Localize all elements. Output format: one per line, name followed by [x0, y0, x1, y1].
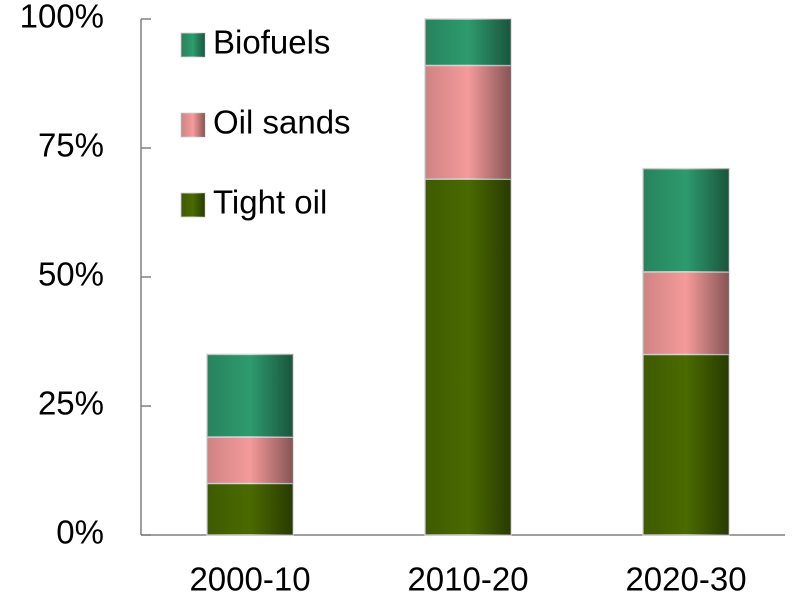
y-tick-label: 25%	[38, 385, 104, 422]
bar-shade	[425, 19, 511, 66]
bar-shade	[643, 271, 729, 355]
bar-shade	[425, 178, 511, 535]
bar-shade	[207, 354, 293, 437]
bar-shade	[207, 436, 293, 484]
y-tick-label: 0%	[56, 514, 104, 551]
y-tick-label: 75%	[38, 127, 104, 164]
legend-label: Tight oil	[213, 184, 327, 221]
legend-swatch-shade	[181, 33, 205, 57]
bar-shade	[207, 483, 293, 535]
legend-label: Biofuels	[213, 24, 330, 61]
bar-shade	[425, 65, 511, 179]
y-tick-label: 100%	[20, 0, 104, 35]
y-tick-label: 50%	[38, 256, 104, 293]
legend-swatch-shade	[181, 193, 205, 217]
legend-label: Oil sands	[213, 104, 351, 141]
bar-shade	[643, 168, 729, 272]
legend-swatch-shade	[181, 113, 205, 137]
bar-shade	[643, 354, 729, 535]
x-tick-label: 2000-10	[189, 561, 310, 598]
x-tick-label: 2020-30	[625, 561, 746, 598]
x-tick-label: 2010-20	[407, 561, 528, 598]
